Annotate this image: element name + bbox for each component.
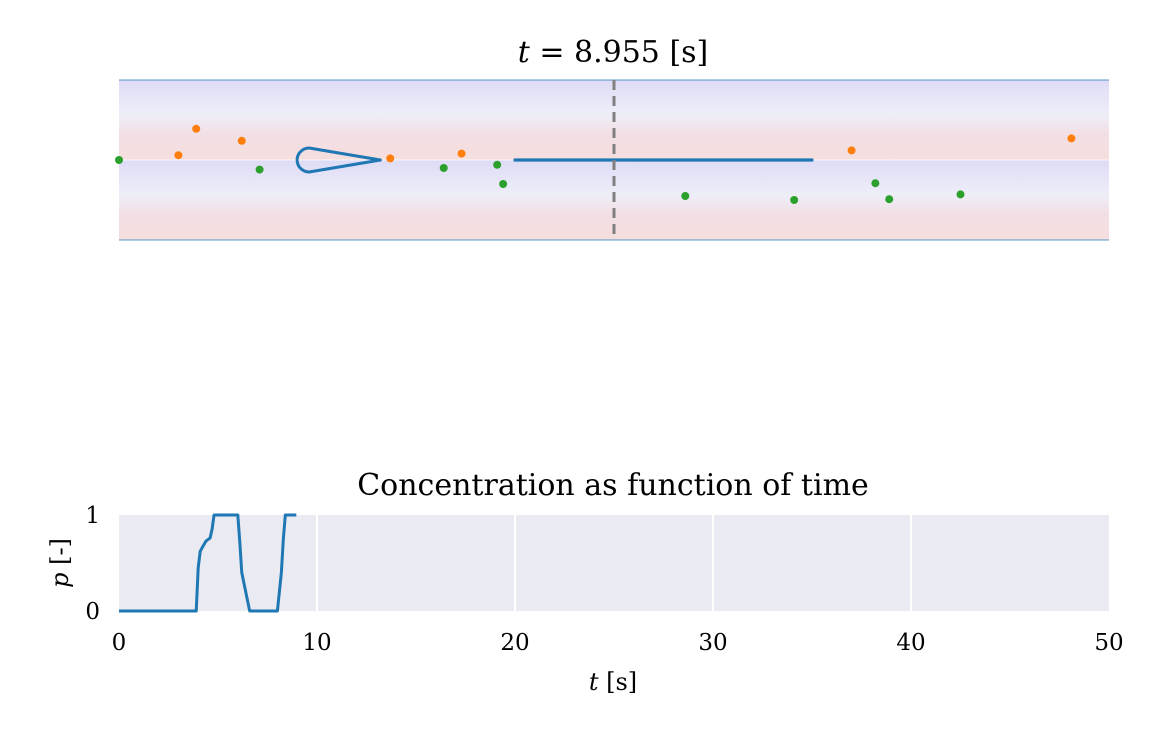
green-particle-6 <box>790 196 799 204</box>
orange-particle-0 <box>174 151 183 160</box>
channel-panel: t = 8.955 [s] <box>115 35 1109 241</box>
top-title-variable: t <box>518 35 531 70</box>
green-particle-7 <box>871 179 880 188</box>
green-particle-8 <box>885 195 894 204</box>
tick-labels: 0 10 20 30 40 50 0 1 <box>85 503 1123 656</box>
x-tick-label-1: 10 <box>302 630 331 656</box>
concentration-series <box>119 513 297 613</box>
y-tick-label-0: 0 <box>85 599 100 625</box>
concentration-line-0 <box>119 513 297 613</box>
channel-marks <box>115 80 1076 240</box>
green-particle-3 <box>493 160 502 169</box>
top-title-unit: [s] <box>669 35 708 70</box>
green-particle-1 <box>255 165 264 174</box>
green-particle-0 <box>115 156 123 164</box>
x-axis-label-unit: [s] <box>606 668 637 696</box>
y-axis-label-space <box>46 565 74 573</box>
x-tick-label-5: 50 <box>1094 630 1123 656</box>
top-panel-title: t = 8.955 [s] <box>518 35 709 70</box>
orange-particle-4 <box>457 149 466 158</box>
orange-particle-3 <box>386 154 395 163</box>
orange-particle-1 <box>192 124 201 133</box>
orange-particle-6 <box>1067 134 1076 143</box>
green-particle-2 <box>439 164 448 172</box>
green-particle-5 <box>681 192 690 200</box>
grid-lines <box>316 515 912 611</box>
top-title-value: = 8.955 <box>530 35 670 70</box>
orange-particle-2 <box>237 136 246 145</box>
y-tick-label-1: 1 <box>85 503 100 529</box>
x-tick-label-4: 40 <box>896 630 925 656</box>
x-tick-label-3: 30 <box>698 630 727 656</box>
droplet-outline <box>295 146 382 174</box>
x-tick-label-0: 0 <box>112 630 127 656</box>
green-particle-9 <box>956 190 965 199</box>
x-tick-label-2: 20 <box>500 630 529 656</box>
plot-area <box>119 515 1109 611</box>
x-axis-label-variable: t <box>589 668 599 696</box>
concentration-panel: Concentration as function of time 0 10 20 3… <box>46 468 1124 696</box>
x-axis-label: t [s] <box>589 668 637 696</box>
y-axis-label: p [-] <box>46 538 74 588</box>
bottom-panel-title: Concentration as function of time <box>357 468 869 503</box>
x-axis-label-space <box>598 668 606 696</box>
green-particle-4 <box>499 180 508 188</box>
y-axis-label-unit: [-] <box>46 538 74 565</box>
orange-particle-5 <box>847 146 856 155</box>
y-axis-label-variable: p <box>46 573 74 588</box>
